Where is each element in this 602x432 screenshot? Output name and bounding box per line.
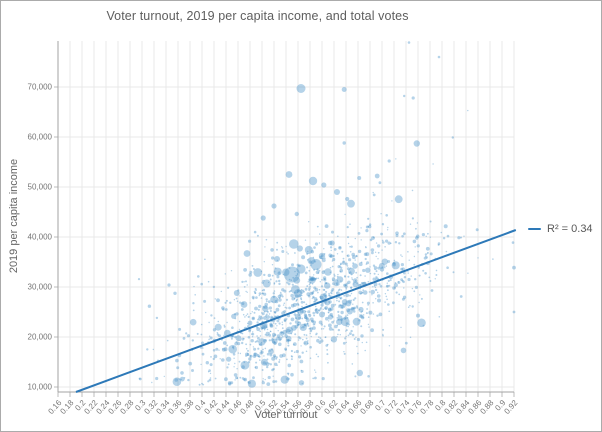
svg-text:50,000: 50,000 (28, 183, 53, 192)
legend-line-swatch (528, 227, 541, 231)
y-tick-marks (54, 86, 58, 388)
svg-text:10,000: 10,000 (28, 383, 53, 392)
y-axis-title: 2019 per capita income (8, 158, 20, 274)
axis-lines (57, 41, 514, 393)
trend-line (75, 229, 517, 393)
y-gridlines (58, 86, 514, 388)
svg-text:40,000: 40,000 (28, 233, 53, 242)
svg-text:30,000: 30,000 (28, 283, 53, 292)
x-tick-marks (57, 392, 515, 397)
svg-text:70,000: 70,000 (28, 83, 53, 92)
scatter-points (137, 41, 516, 388)
chart-title: Voter turnout, 2019 per capita income, a… (106, 9, 409, 23)
y-tick-labels: 10,000 20,000 30,000 40,000 50,000 60,000 70,0… (28, 83, 53, 392)
svg-text:20,000: 20,000 (28, 333, 53, 342)
x-axis-title: Voter turnout (254, 409, 318, 421)
svg-text:60,000: 60,000 (28, 133, 53, 142)
legend-label: R² = 0.34 (547, 223, 593, 235)
x-gridlines (57, 41, 515, 392)
legend: R² = 0.34 (528, 223, 593, 235)
